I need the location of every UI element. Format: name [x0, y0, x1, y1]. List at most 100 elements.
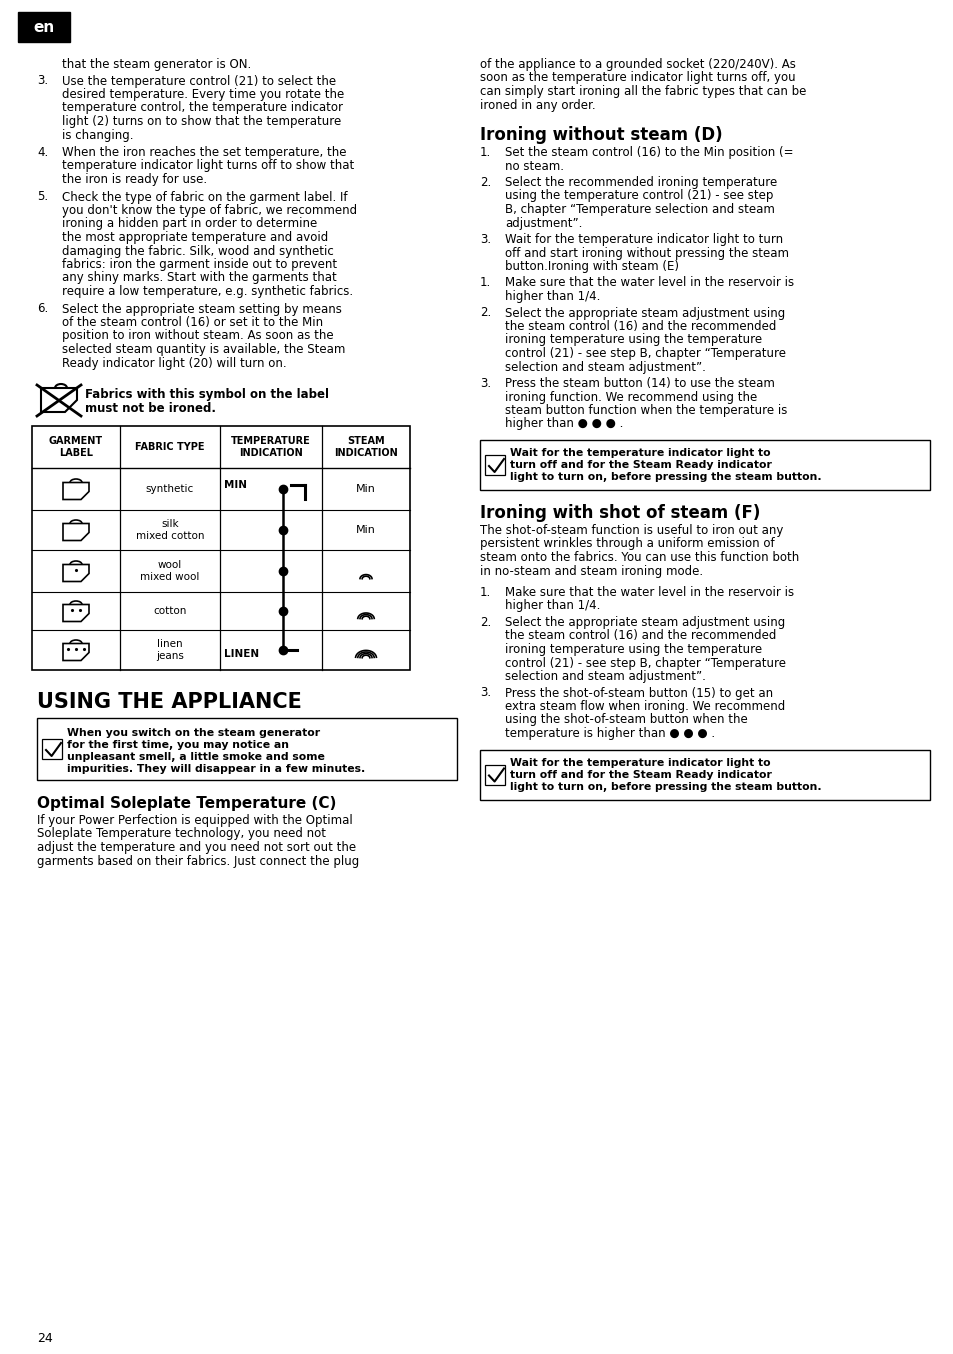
Text: 3.: 3.	[37, 74, 48, 88]
Text: higher than 1/4.: higher than 1/4.	[504, 290, 599, 303]
Bar	[479, 750, 929, 799]
Text: temperature indicator light turns off to show that: temperature indicator light turns off to…	[62, 160, 354, 172]
Text: Min: Min	[355, 525, 375, 535]
Text: button.Ironing with steam (E): button.Ironing with steam (E)	[504, 260, 679, 274]
Text: Make sure that the water level in the reservoir is: Make sure that the water level in the re…	[504, 586, 793, 598]
Text: no steam.: no steam.	[504, 160, 563, 172]
Text: selection and steam adjustment”.: selection and steam adjustment”.	[504, 360, 705, 374]
Bar	[484, 765, 504, 784]
Text: selected steam quantity is available, the Steam: selected steam quantity is available, th…	[62, 343, 345, 356]
Text: higher than 1/4.: higher than 1/4.	[504, 600, 599, 612]
Text: any shiny marks. Start with the garments that: any shiny marks. Start with the garments…	[62, 272, 336, 284]
Text: desired temperature. Every time you rotate the: desired temperature. Every time you rota…	[62, 88, 344, 102]
Text: ironed in any order.: ironed in any order.	[479, 99, 595, 111]
Text: When you switch on the steam generator: When you switch on the steam generator	[67, 728, 320, 738]
Text: temperature control, the temperature indicator: temperature control, the temperature ind…	[62, 102, 343, 115]
Text: using the shot-of-steam button when the: using the shot-of-steam button when the	[504, 714, 747, 727]
Text: is changing.: is changing.	[62, 129, 133, 142]
Text: using the temperature control (21) - see step: using the temperature control (21) - see…	[504, 190, 773, 203]
Text: B, chapter “Temperature selection and steam: B, chapter “Temperature selection and st…	[504, 203, 774, 217]
Text: light to turn on, before pressing the steam button.: light to turn on, before pressing the st…	[510, 781, 821, 792]
Text: Wait for the temperature indicator light to turn: Wait for the temperature indicator light…	[504, 233, 782, 246]
Text: MIN: MIN	[224, 481, 247, 490]
Text: of the steam control (16) or set it to the Min: of the steam control (16) or set it to t…	[62, 315, 323, 329]
Text: ironing a hidden part in order to determine: ironing a hidden part in order to determ…	[62, 218, 317, 230]
Text: Wait for the temperature indicator light to: Wait for the temperature indicator light…	[510, 448, 770, 458]
Text: can simply start ironing all the fabric types that can be: can simply start ironing all the fabric …	[479, 85, 805, 97]
Text: STEAM
INDICATION: STEAM INDICATION	[334, 436, 397, 458]
Text: you don't know the type of fabric, we recommend: you don't know the type of fabric, we re…	[62, 204, 356, 217]
Text: Ironing with shot of steam (F): Ironing with shot of steam (F)	[479, 504, 760, 523]
Text: Min: Min	[355, 483, 375, 494]
Text: 24: 24	[37, 1332, 52, 1345]
Text: 2.: 2.	[479, 616, 491, 630]
Text: the most appropriate temperature and avoid: the most appropriate temperature and avo…	[62, 232, 328, 244]
Text: unpleasant smell, a little smoke and some: unpleasant smell, a little smoke and som…	[67, 751, 325, 762]
Text: 5.: 5.	[37, 191, 48, 203]
Text: Select the recommended ironing temperature: Select the recommended ironing temperatu…	[504, 176, 777, 190]
Text: 3.: 3.	[479, 686, 491, 700]
Text: control (21) - see step B, chapter “Temperature: control (21) - see step B, chapter “Temp…	[504, 657, 785, 669]
Text: 3.: 3.	[479, 376, 491, 390]
Text: persistent wrinkles through a uniform emission of: persistent wrinkles through a uniform em…	[479, 538, 774, 551]
Text: If your Power Perfection is equipped with the Optimal: If your Power Perfection is equipped wit…	[37, 814, 353, 827]
Text: 3.: 3.	[479, 233, 491, 246]
Text: silk
mixed cotton: silk mixed cotton	[135, 519, 204, 540]
Text: adjustment”.: adjustment”.	[504, 217, 581, 229]
Text: selection and steam adjustment”.: selection and steam adjustment”.	[504, 670, 705, 682]
Text: light (2) turns on to show that the temperature: light (2) turns on to show that the temp…	[62, 115, 341, 129]
Text: the steam control (16) and the recommended: the steam control (16) and the recommend…	[504, 320, 776, 333]
Text: USING THE APPLIANCE: USING THE APPLIANCE	[37, 692, 301, 712]
Bar	[37, 718, 456, 780]
Text: that the steam generator is ON.: that the steam generator is ON.	[62, 58, 251, 70]
Bar	[484, 455, 504, 475]
Text: off and start ironing without pressing the steam: off and start ironing without pressing t…	[504, 246, 788, 260]
Text: must not be ironed.: must not be ironed.	[85, 402, 215, 414]
Text: Press the steam button (14) to use the steam: Press the steam button (14) to use the s…	[504, 376, 774, 390]
Text: ironing function. We recommend using the: ironing function. We recommend using the	[504, 390, 757, 403]
Text: position to iron without steam. As soon as the: position to iron without steam. As soon …	[62, 329, 334, 343]
Text: Ironing without steam (D): Ironing without steam (D)	[479, 126, 721, 144]
Text: ironing temperature using the temperature: ironing temperature using the temperatur…	[504, 643, 761, 655]
Text: turn off and for the Steam Ready indicator: turn off and for the Steam Ready indicat…	[510, 460, 771, 470]
Text: higher than ● ● ● .: higher than ● ● ● .	[504, 417, 622, 431]
Text: for the first time, you may notice an: for the first time, you may notice an	[67, 741, 289, 750]
Text: turn off and for the Steam Ready indicator: turn off and for the Steam Ready indicat…	[510, 769, 771, 780]
Text: garments based on their fabrics. Just connect the plug: garments based on their fabrics. Just co…	[37, 854, 359, 868]
Text: the iron is ready for use.: the iron is ready for use.	[62, 173, 207, 185]
Text: Fabrics with this symbol on the label: Fabrics with this symbol on the label	[85, 389, 329, 401]
Text: Make sure that the water level in the reservoir is: Make sure that the water level in the re…	[504, 276, 793, 290]
Text: synthetic: synthetic	[146, 483, 193, 494]
Text: Wait for the temperature indicator light to: Wait for the temperature indicator light…	[510, 757, 770, 768]
Text: FABRIC TYPE: FABRIC TYPE	[135, 441, 205, 452]
Text: extra steam flow when ironing. We recommend: extra steam flow when ironing. We recomm…	[504, 700, 784, 714]
Text: 4.: 4.	[37, 146, 49, 158]
Text: Select the appropriate steam adjustment using: Select the appropriate steam adjustment …	[504, 616, 784, 630]
Text: When the iron reaches the set temperature, the: When the iron reaches the set temperatur…	[62, 146, 346, 158]
Text: Select the appropriate steam adjustment using: Select the appropriate steam adjustment …	[504, 306, 784, 320]
Text: temperature is higher than ● ● ● .: temperature is higher than ● ● ● .	[504, 727, 715, 741]
Text: steam onto the fabrics. You can use this function both: steam onto the fabrics. You can use this…	[479, 551, 799, 565]
Text: Ready indicator light (20) will turn on.: Ready indicator light (20) will turn on.	[62, 356, 286, 370]
Text: en: en	[33, 19, 54, 34]
Text: 6.: 6.	[37, 302, 49, 315]
Text: soon as the temperature indicator light turns off, you: soon as the temperature indicator light …	[479, 72, 795, 84]
Text: Soleplate Temperature technology, you need not: Soleplate Temperature technology, you ne…	[37, 827, 326, 841]
Text: wool
mixed wool: wool mixed wool	[140, 561, 199, 582]
Text: cotton: cotton	[153, 607, 187, 616]
Text: damaging the fabric. Silk, wood and synthetic: damaging the fabric. Silk, wood and synt…	[62, 245, 334, 257]
Text: in no-steam and steam ironing mode.: in no-steam and steam ironing mode.	[479, 565, 702, 578]
Bar	[479, 440, 929, 490]
Text: impurities. They will disappear in a few minutes.: impurities. They will disappear in a few…	[67, 764, 365, 774]
Text: Press the shot-of-steam button (15) to get an: Press the shot-of-steam button (15) to g…	[504, 686, 772, 700]
Bar	[32, 427, 410, 670]
Text: Check the type of fabric on the garment label. If: Check the type of fabric on the garment …	[62, 191, 347, 203]
Text: steam button function when the temperature is: steam button function when the temperatu…	[504, 403, 786, 417]
Text: require a low temperature, e.g. synthetic fabrics.: require a low temperature, e.g. syntheti…	[62, 284, 353, 298]
Text: Select the appropriate steam setting by means: Select the appropriate steam setting by …	[62, 302, 341, 315]
Text: fabrics: iron the garment inside out to prevent: fabrics: iron the garment inside out to …	[62, 259, 336, 271]
Text: linen
jeans: linen jeans	[156, 639, 184, 661]
Text: the steam control (16) and the recommended: the steam control (16) and the recommend…	[504, 630, 776, 643]
Text: adjust the temperature and you need not sort out the: adjust the temperature and you need not …	[37, 841, 355, 854]
Text: 1.: 1.	[479, 586, 491, 598]
